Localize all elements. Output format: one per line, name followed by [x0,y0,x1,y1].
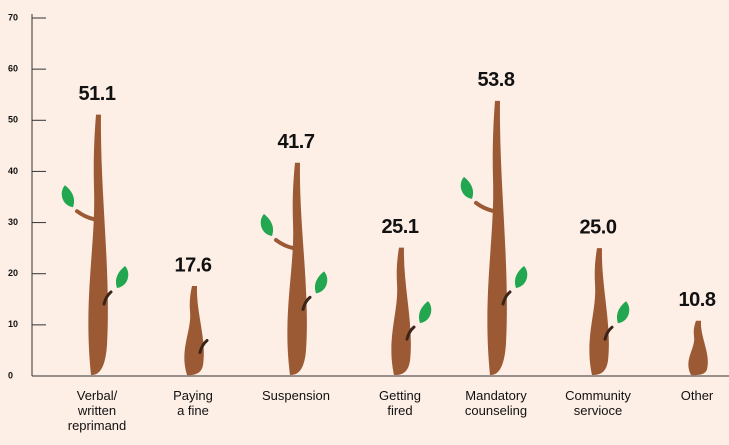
x-tick-label: Suspension [262,388,330,403]
leaf [314,271,328,294]
twig [198,338,209,354]
y-tick-label: 60 [8,64,18,74]
x-tick-label: Other [681,388,714,403]
bar [391,247,411,376]
value-label: 25.1 [382,216,419,238]
twig [474,200,495,213]
value-label: 53.8 [478,69,515,91]
x-tick-label: Getting fired [379,388,421,418]
leaf [460,176,474,199]
value-label: 41.7 [278,131,315,153]
value-label: 25.0 [580,216,617,238]
y-tick-label: 50 [8,115,18,125]
leaf [115,266,129,288]
bar [487,100,507,376]
value-label: 17.6 [175,254,212,276]
x-tick-label: Paying a fine [173,388,213,418]
y-tick-label: 20 [8,268,18,278]
leaf [418,301,432,324]
twig [102,290,113,306]
twig [501,290,512,306]
bar [88,114,108,376]
twig [405,325,416,341]
bar [688,320,708,376]
bar [184,285,204,376]
y-tick-label: 70 [8,12,18,22]
y-tick-label: 30 [8,217,18,227]
twig [274,238,295,251]
y-tick-label: 10 [8,319,18,329]
leaf [514,266,528,288]
value-label: 10.8 [679,289,716,311]
value-label: 51.1 [79,83,116,105]
twig [301,295,312,311]
bar [589,248,609,376]
y-tick-label: 0 [8,370,13,380]
leaf [61,185,75,208]
x-tick-label: Community servioce [565,388,631,418]
leaf [260,214,274,237]
twig [75,209,96,222]
x-tick-label: Verbal/written reprimand [68,388,127,433]
twig [603,325,614,341]
x-tick-label: Mandatory counseling [465,388,527,418]
y-tick-label: 40 [8,166,18,176]
leaf [616,301,630,324]
bar [287,162,307,376]
